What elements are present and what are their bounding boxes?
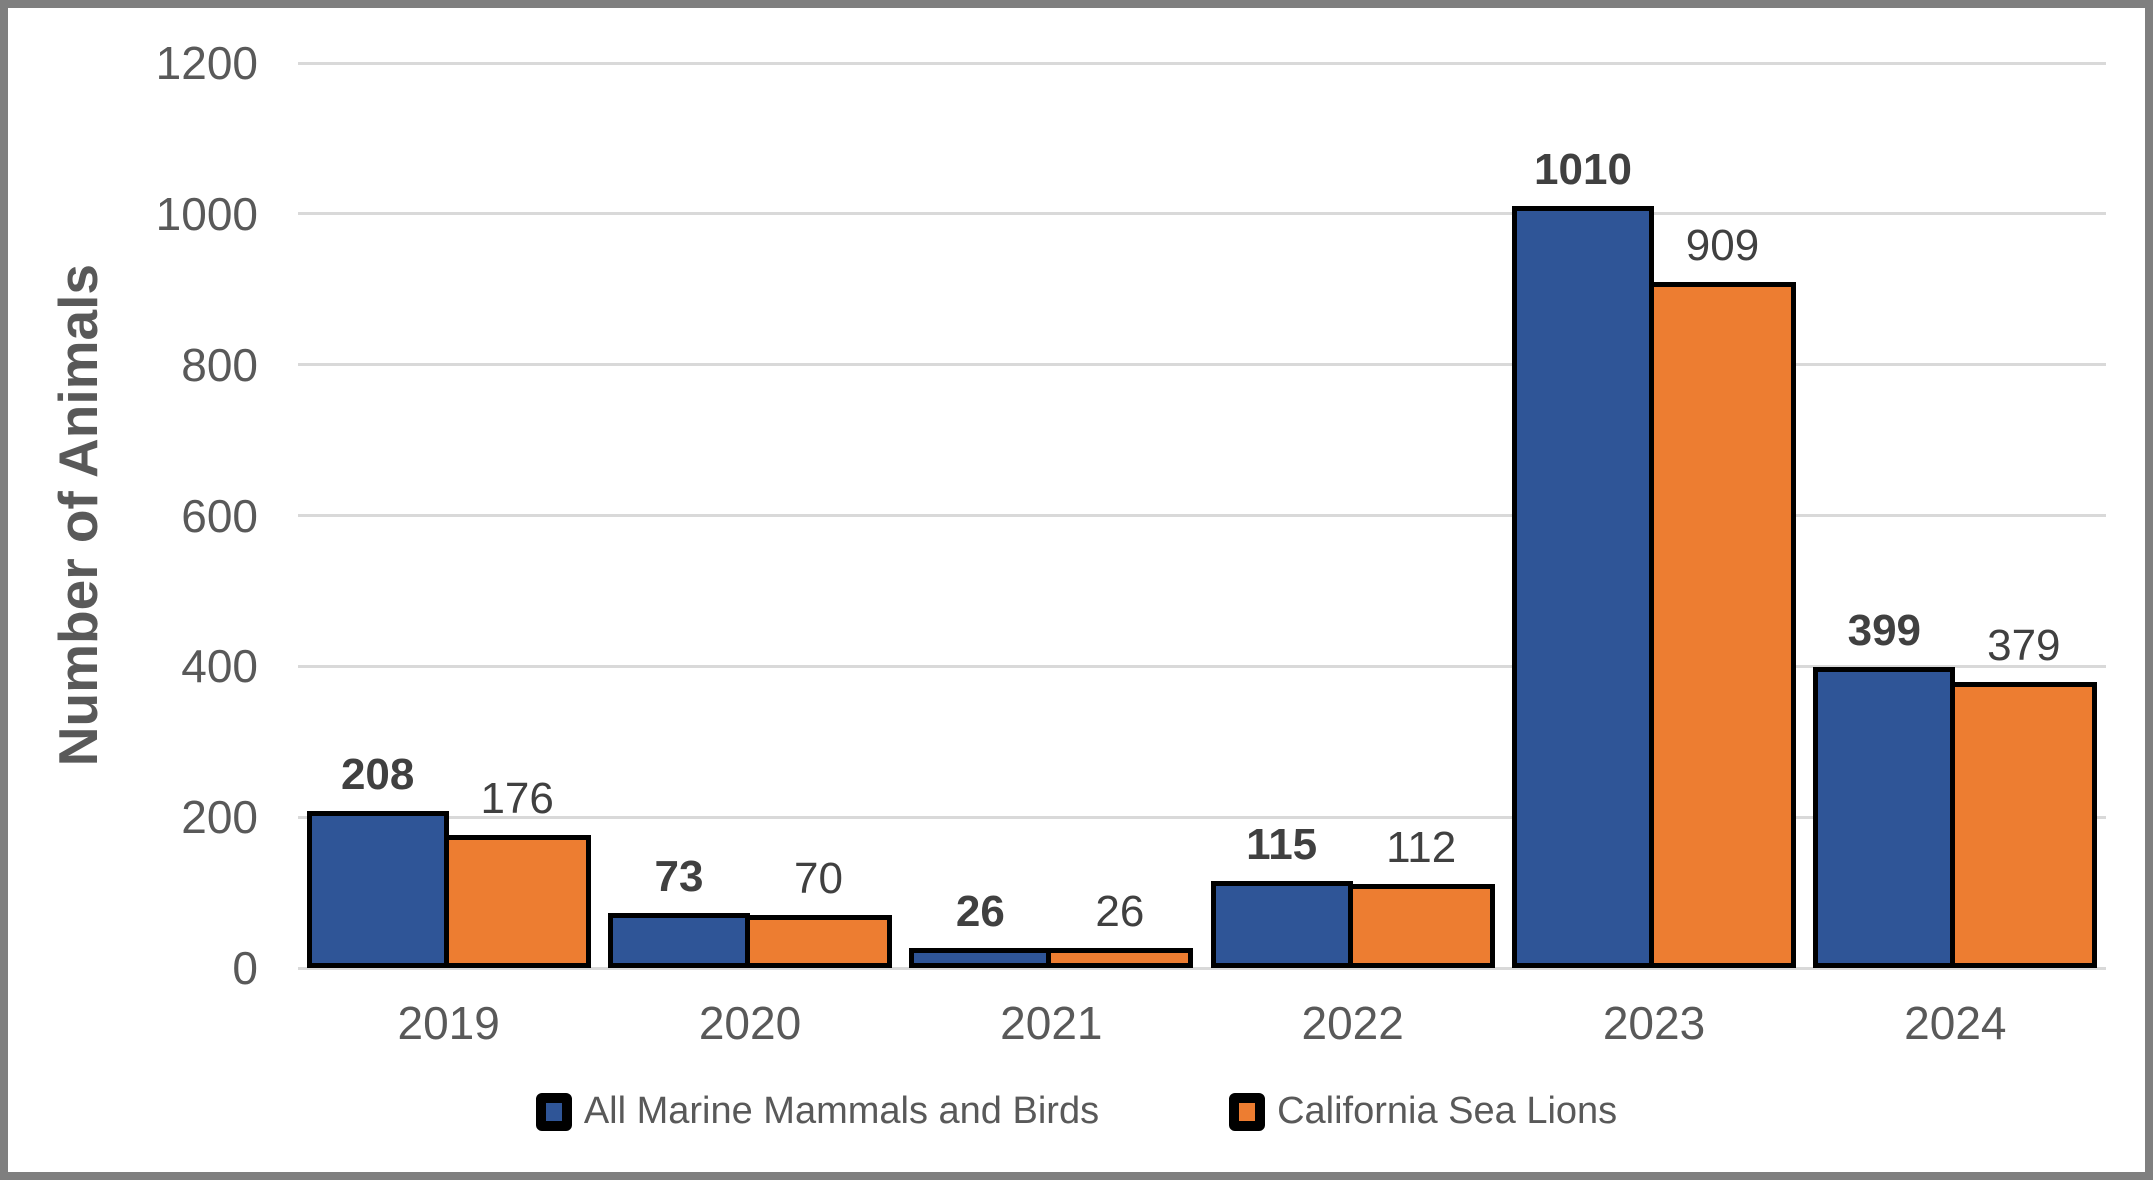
bar-value-label: 112 bbox=[1386, 822, 1457, 872]
bar-value-label: 399 bbox=[1847, 606, 1922, 656]
y-tick-label: 0 bbox=[232, 942, 258, 994]
bar-2023-series-1 bbox=[1512, 206, 1654, 968]
bar-value-label: 176 bbox=[480, 774, 554, 824]
bar-2024-series-2 bbox=[1950, 682, 2098, 968]
y-tick-label: 200 bbox=[181, 791, 258, 844]
bar-value-label: 73 bbox=[654, 851, 704, 901]
legend-label: All Marine Mammals and Birds bbox=[583, 1090, 1100, 1132]
legend: All Marine Mammals and Birds California S… bbox=[8, 1090, 2145, 1133]
gridline bbox=[298, 363, 2106, 367]
legend-swatch-icon bbox=[535, 1092, 572, 1131]
bar-value-label: 26 bbox=[955, 887, 1005, 937]
y-tick-label: 400 bbox=[181, 640, 258, 693]
y-tick-label: 800 bbox=[181, 338, 258, 391]
x-tick-label: 2023 bbox=[1602, 997, 1706, 1049]
legend-item: All Marine Mammals and Birds bbox=[535, 1090, 1100, 1133]
legend-swatch-icon bbox=[1229, 1092, 1266, 1131]
legend-label: California Sea Lions bbox=[1277, 1090, 1618, 1132]
x-tick-label: 2024 bbox=[1904, 997, 2007, 1049]
bar-2023-series-2 bbox=[1649, 282, 1796, 968]
bar-2021-series-2 bbox=[1046, 948, 1194, 968]
x-tick-label: 2021 bbox=[1000, 997, 1103, 1049]
bar-2022-series-1 bbox=[1210, 881, 1353, 968]
y-tick-label: 1200 bbox=[155, 37, 258, 89]
gridline bbox=[298, 61, 2106, 65]
bar-value-label: 379 bbox=[1987, 621, 2061, 671]
bar-value-label: 26 bbox=[1095, 887, 1145, 937]
x-tick-label: 2020 bbox=[698, 997, 802, 1049]
plot-area: 208 176 73 70 26 26 115 112 1010 909 399 379 bbox=[298, 61, 2106, 970]
bar-2019-series-1 bbox=[306, 811, 449, 968]
bar-value-label: 115 bbox=[1246, 820, 1318, 870]
gridline bbox=[298, 664, 2106, 668]
y-tick-label: 1000 bbox=[155, 187, 258, 240]
bar-2020-series-2 bbox=[745, 915, 892, 968]
bar-2024-series-1 bbox=[1813, 667, 1956, 968]
bar-2022-series-2 bbox=[1347, 883, 1495, 968]
gridline bbox=[298, 815, 2106, 819]
gridline bbox=[298, 514, 2106, 517]
bar-2020-series-1 bbox=[608, 912, 750, 968]
gridline bbox=[298, 212, 2106, 216]
y-tick-label: 600 bbox=[181, 489, 258, 542]
legend-item: California Sea Lions bbox=[1229, 1090, 1617, 1133]
bar-value-label: 1010 bbox=[1534, 145, 1632, 195]
bar-2021-series-1 bbox=[909, 948, 1052, 968]
bar-2019-series-2 bbox=[443, 835, 591, 968]
bar-value-label: 70 bbox=[794, 854, 843, 904]
gridline bbox=[298, 966, 2106, 970]
bar-value-label: 909 bbox=[1685, 221, 1760, 271]
bar-value-label: 208 bbox=[340, 750, 415, 800]
x-tick-label: 2022 bbox=[1301, 997, 1404, 1049]
x-tick-label: 2019 bbox=[397, 997, 500, 1049]
